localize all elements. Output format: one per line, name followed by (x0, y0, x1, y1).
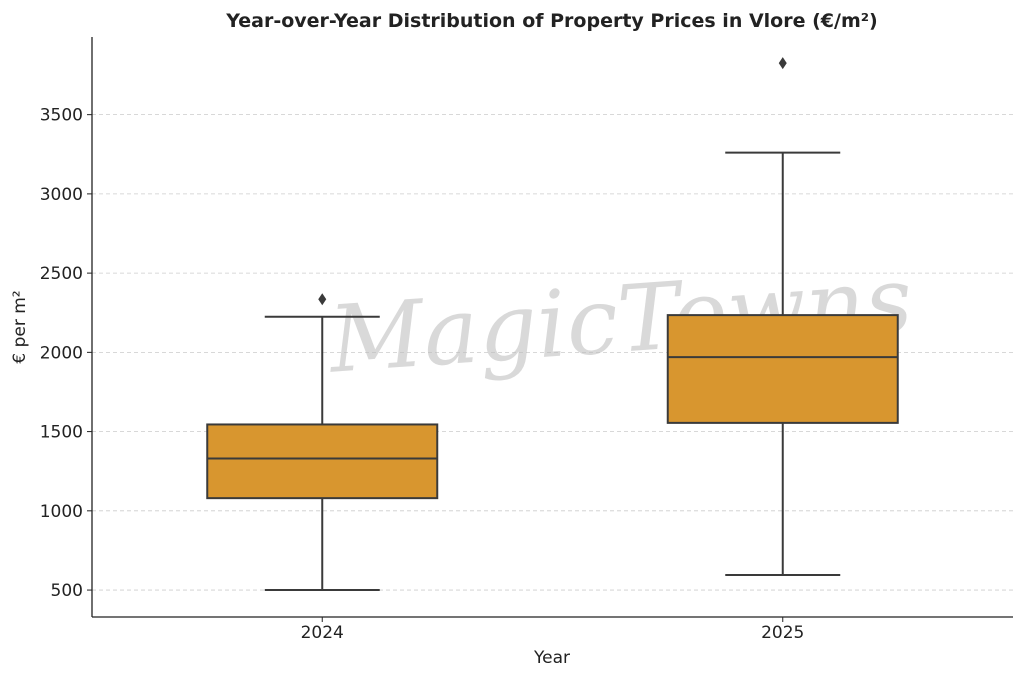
outlier-point (778, 57, 787, 70)
y-tick-label: 2500 (40, 264, 83, 284)
x-axis-label: Year (533, 648, 570, 668)
y-tick-label: 2000 (40, 343, 83, 363)
box-iqr-2024 (206, 423, 439, 500)
y-tick-label: 500 (51, 581, 83, 601)
chart-title: Year-over-Year Distribution of Property … (225, 10, 878, 32)
y-tick-label: 1000 (40, 502, 83, 522)
outlier-point (318, 293, 327, 306)
x-tick-label: 2024 (301, 623, 344, 643)
y-tick-label: 3500 (40, 106, 83, 126)
y-tick-label: 1500 (40, 423, 83, 443)
box-iqr-2025 (666, 314, 899, 424)
y-tick-label: 3000 (40, 185, 83, 205)
x-tick-label: 2025 (761, 623, 804, 643)
y-axis-label: € per m² (10, 290, 30, 363)
